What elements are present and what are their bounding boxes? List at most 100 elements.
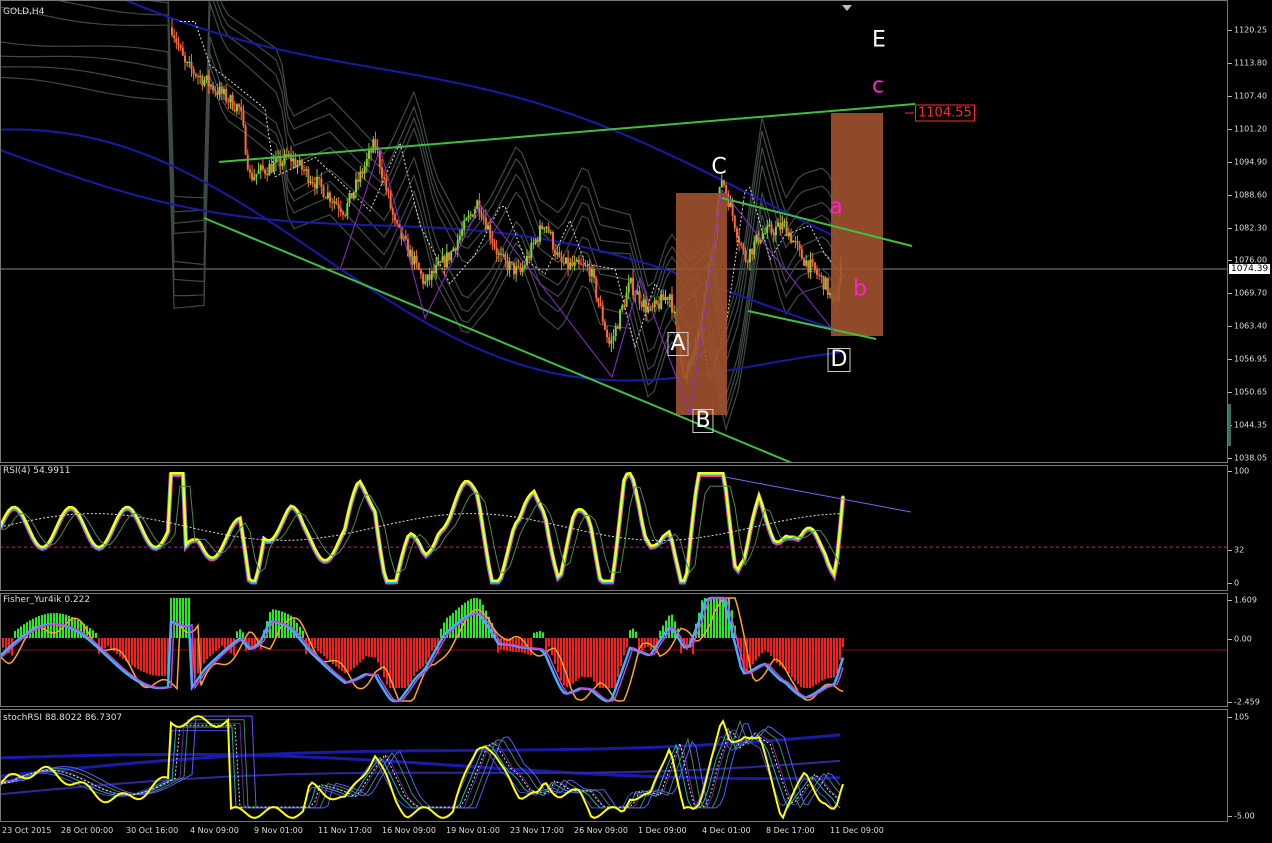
fisher-bar [584, 638, 586, 678]
candle-body [757, 234, 760, 243]
candle-body [515, 266, 518, 275]
fisher-bar [299, 626, 301, 638]
fisher-chart[interactable] [0, 593, 1228, 707]
axis-tick-label: 0.00 [1234, 634, 1252, 644]
axis-tick-label: 1101.20 [1234, 124, 1268, 134]
candle-body [235, 104, 238, 112]
candle-body [209, 85, 212, 87]
axis-tick-label: 1107.40 [1234, 91, 1268, 101]
time-axis[interactable] [0, 822, 1228, 843]
fisher-bar [428, 638, 430, 658]
candle-body [502, 254, 505, 256]
fisher-bar [248, 638, 250, 647]
fisher-bar [545, 638, 547, 655]
fisher-bar [14, 630, 16, 638]
candle-body [294, 158, 297, 168]
zigzag-line [339, 146, 836, 416]
candle-body [417, 262, 420, 270]
time-tick-label: 16 Nov 09:00 [382, 826, 436, 835]
fisher-bar [566, 638, 568, 688]
fisher-bar [686, 638, 688, 650]
candle-body [774, 226, 777, 236]
candle-body [359, 171, 362, 183]
candle-body [495, 247, 498, 255]
price-axis-scroll-handle[interactable] [1228, 404, 1231, 446]
candle-body [404, 235, 407, 240]
fisher-bar [797, 638, 799, 685]
candle-body [305, 169, 308, 171]
fisher-bar [467, 600, 469, 638]
candle-body [242, 111, 245, 126]
fisher-bar [212, 638, 214, 654]
candle-body [597, 298, 600, 303]
candle-body [268, 164, 271, 176]
fisher-bar [563, 638, 565, 685]
candle-body [523, 265, 526, 268]
fisher-bar [194, 638, 196, 679]
fisher-bar [626, 638, 628, 648]
candle-body [398, 223, 401, 228]
fisher-bar [755, 638, 757, 661]
candle-body [748, 248, 751, 263]
fisher-bar [137, 638, 139, 670]
candle-body [811, 259, 814, 263]
fisher-bar [707, 598, 709, 638]
candle-body [266, 173, 269, 176]
time-tick-label: 11 Dec 09:00 [830, 826, 884, 835]
price-chart[interactable] [0, 0, 1228, 463]
price-axis[interactable] [1228, 0, 1272, 843]
fisher-bar [152, 638, 154, 676]
candle-body [794, 240, 797, 242]
candle-body [322, 186, 325, 198]
axis-tick-label: 1050.65 [1234, 387, 1268, 397]
fisher-bar [398, 638, 400, 688]
fisher-bar [815, 638, 817, 685]
candle-body [543, 227, 546, 230]
candle-body [341, 212, 344, 215]
fisher-bar [446, 617, 448, 638]
axis-tick-mark [1228, 359, 1232, 361]
stochrsi-chart[interactable] [0, 709, 1228, 822]
fisher-bar [635, 631, 637, 638]
fisher-bar [665, 620, 667, 638]
candle-body [577, 259, 580, 264]
rsi-line [0, 472, 845, 584]
candle-body [452, 248, 455, 252]
fisher-bar [329, 638, 331, 662]
axis-tick-label: 1094.90 [1234, 157, 1268, 167]
fisher-bar [170, 598, 172, 638]
axis-tick-mark [1228, 260, 1232, 262]
fisher-bar [821, 638, 823, 681]
candle-body [326, 192, 329, 199]
axis-tick-label: 100 [1234, 466, 1250, 476]
candle-body [257, 170, 260, 174]
shift-marker-icon[interactable] [842, 5, 852, 11]
fisher-bar [317, 638, 319, 651]
fisher-bar [599, 638, 601, 688]
candle-body [346, 203, 349, 216]
candle-body [303, 169, 306, 171]
fisher-bar [104, 638, 106, 649]
candle-body [344, 214, 347, 216]
wave-label-D: D [827, 348, 851, 372]
candle-body [307, 169, 310, 183]
fisher-bar [551, 638, 553, 656]
candle-body [653, 300, 656, 308]
axis-tick-label: -2.459 [1234, 697, 1260, 707]
blue-moving-average [123, 0, 841, 240]
fisher-bar [470, 598, 472, 638]
fisher-bar [590, 638, 592, 678]
fisher-bar [719, 598, 721, 638]
candle-body [383, 177, 386, 179]
candle-body [372, 139, 375, 153]
fisher-bar [758, 638, 760, 657]
candle-body [387, 190, 390, 193]
fisher-bar [713, 598, 715, 638]
wave-label-c: c [871, 73, 885, 99]
fisher-bar [617, 638, 619, 678]
axis-tick-mark [1228, 326, 1232, 328]
fisher-bar [29, 620, 31, 638]
fisher-bar [389, 638, 391, 688]
fisher-bar [119, 638, 121, 657]
rsi-chart[interactable] [0, 465, 1228, 591]
